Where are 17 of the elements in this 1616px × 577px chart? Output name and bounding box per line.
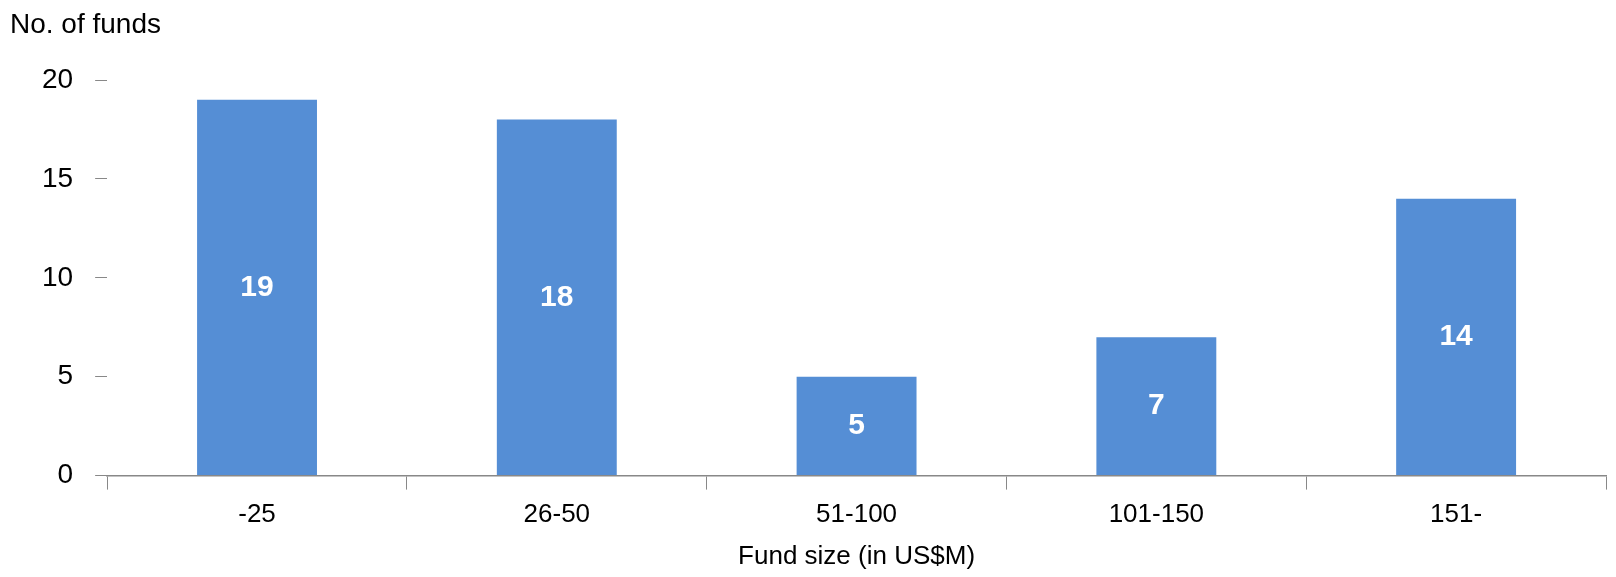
y-tick-label: 15	[41, 161, 74, 193]
x-tick-label: 101-150	[1108, 498, 1205, 529]
y-tick-label: 20	[41, 62, 74, 94]
x-tick-label: -25	[238, 498, 276, 529]
data-label: 7	[1148, 387, 1165, 421]
data-label: 19	[240, 268, 274, 302]
data-label: 18	[540, 278, 574, 312]
x-tick-label: 151-	[1430, 498, 1483, 529]
x-tick-label: 51-100	[816, 498, 898, 529]
data-label: 5	[848, 407, 865, 441]
y-tick-label: 0	[57, 458, 74, 490]
y-tick-label: 10	[41, 260, 74, 292]
x-axis-title: Fund size (in US$M)	[738, 539, 976, 570]
data-label: 14	[1439, 318, 1474, 352]
y-tick-label: 5	[57, 359, 74, 391]
y-axis-title: No. of funds	[10, 8, 161, 40]
x-tick-label: 26-50	[523, 498, 591, 529]
